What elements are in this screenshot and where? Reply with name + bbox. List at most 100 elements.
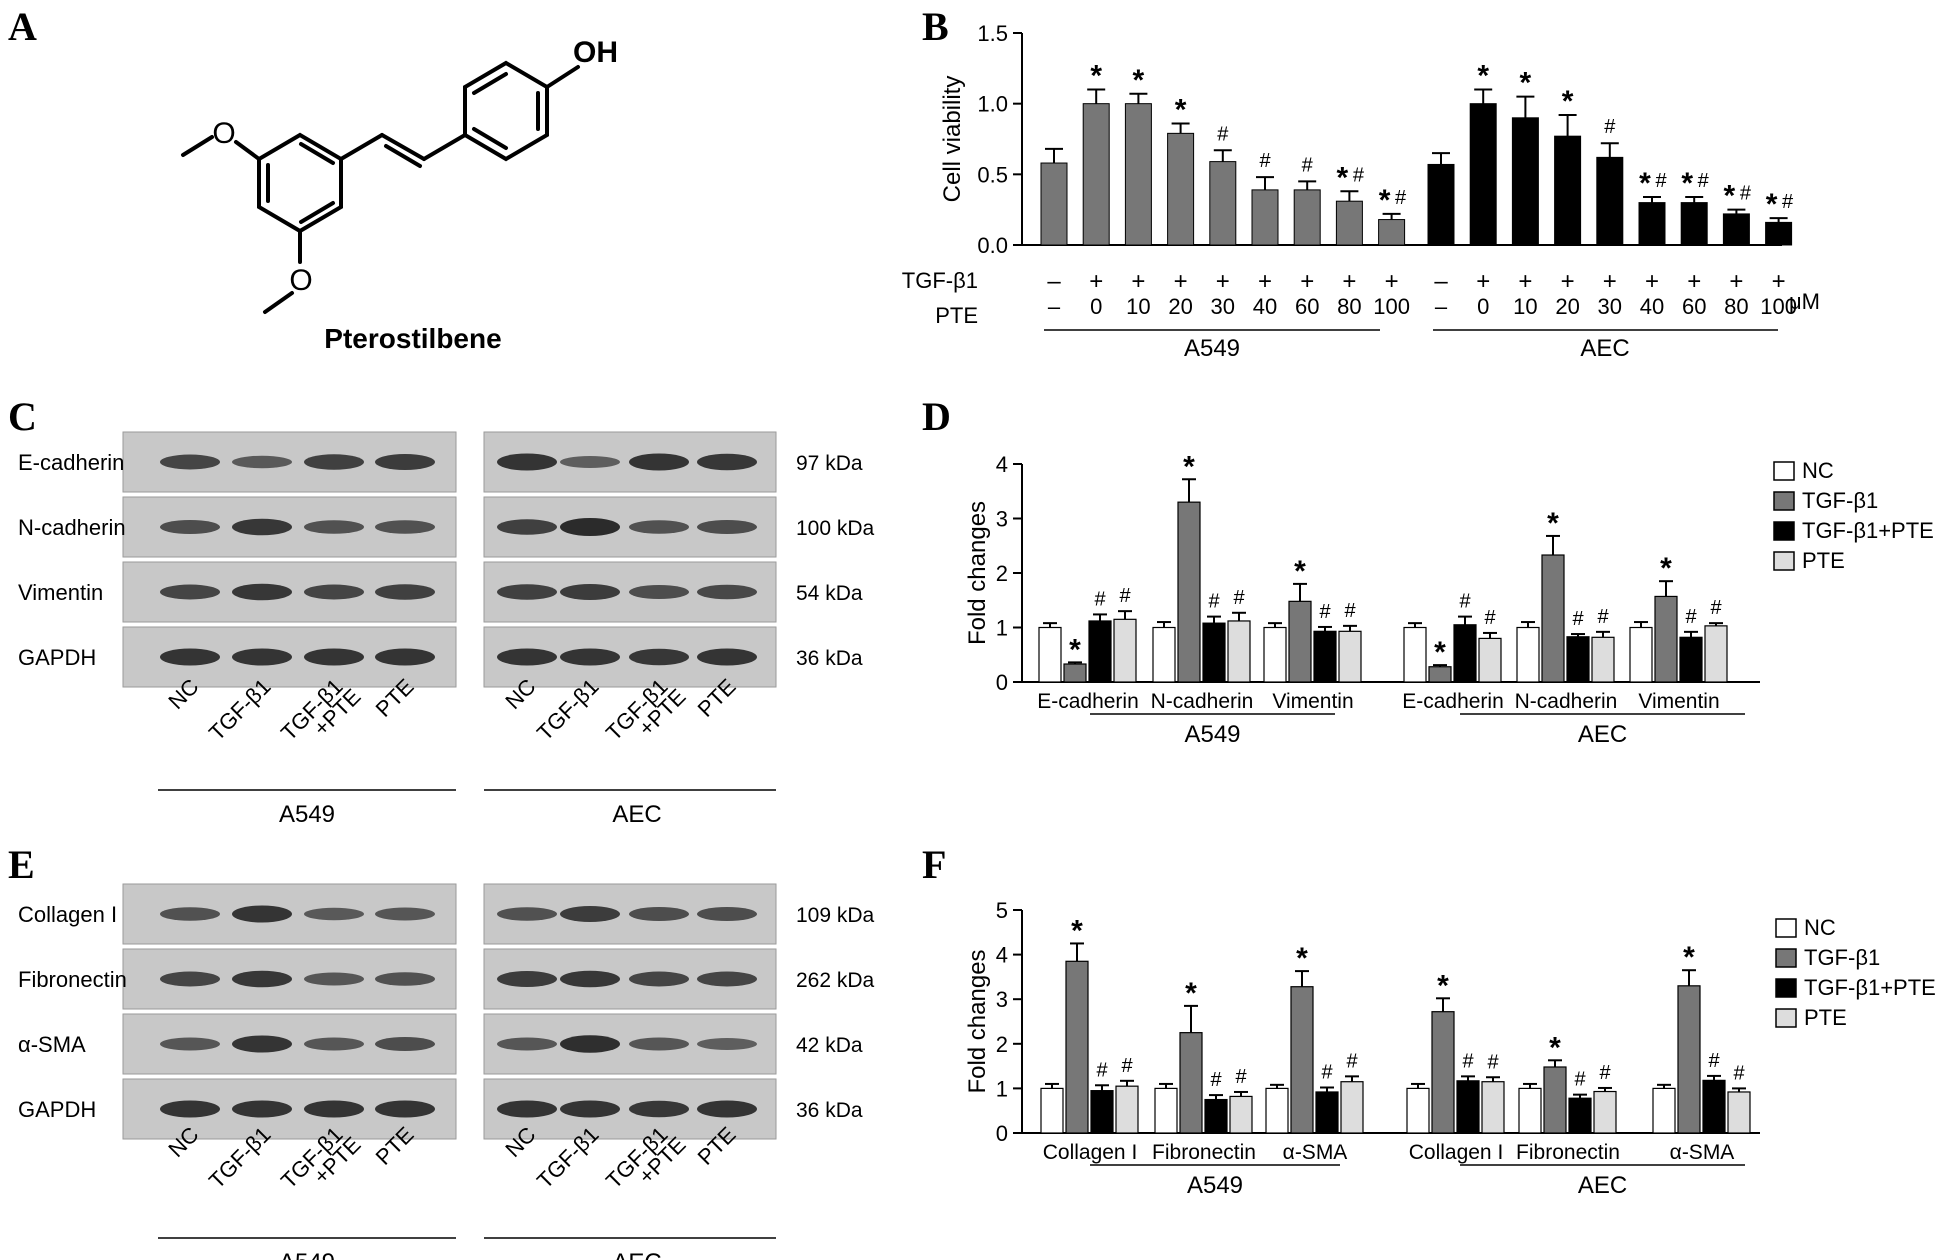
bar (1088, 620, 1112, 683)
bar (1593, 1090, 1617, 1134)
legend-swatch (1773, 521, 1795, 541)
pte-dose: 30 (1598, 294, 1622, 319)
bar (1315, 1091, 1339, 1134)
vinyl-double-bond (384, 144, 422, 168)
significance-marker: # (1599, 1062, 1611, 1084)
significance-marker: # (1121, 1055, 1133, 1077)
significance-marker: # (1233, 587, 1245, 609)
protein-band (375, 907, 435, 921)
significance-marker: # (1259, 150, 1271, 172)
protein-band (304, 907, 364, 921)
pterostilbene-structure (181, 60, 580, 314)
protein-band (697, 1100, 757, 1118)
significance-marker: # (1484, 607, 1496, 629)
protein-band (697, 520, 757, 534)
protein-label: N-cadherin (18, 515, 126, 540)
right-ring-double-bond (472, 72, 508, 95)
legend-label: PTE (1802, 548, 1845, 573)
protein-band (160, 907, 220, 921)
protein-band (629, 907, 689, 921)
tgf-sign: + (1518, 268, 1532, 295)
category-label: Vimentin (1638, 690, 1719, 713)
protein-band (304, 454, 364, 470)
protein-band (375, 584, 435, 600)
protein-label: GAPDH (18, 645, 96, 670)
legend-label: NC (1802, 458, 1834, 483)
bar (1591, 636, 1615, 683)
category-label: α-SMA (1283, 1141, 1348, 1164)
bar (1204, 1098, 1228, 1134)
bar (1251, 189, 1279, 246)
group-label-a549: A549 (1184, 721, 1240, 748)
bar (1427, 163, 1455, 246)
protein-label: α-SMA (18, 1032, 86, 1057)
left-ring-double-bond (299, 201, 335, 224)
bar (1179, 1032, 1203, 1134)
protein-band (232, 905, 292, 923)
group-label-aec: AEC (612, 1249, 661, 1260)
protein-band (160, 1037, 220, 1051)
molecular-weight-label: 100 kDa (796, 517, 875, 540)
right-ring-double-bond (472, 127, 508, 150)
bar (1335, 200, 1363, 246)
tgf-row-label: TGF-β1 (902, 268, 978, 293)
legend-label: TGF-β1+PTE (1802, 518, 1934, 543)
legend-swatch (1775, 948, 1797, 968)
tgf-sign: – (1047, 268, 1061, 295)
significance-marker: # (1655, 170, 1667, 192)
significance-marker: * (1477, 60, 1489, 93)
bar (1177, 501, 1201, 683)
molecular-weight-label: 109 kDa (796, 904, 875, 927)
significance-marker: # (1217, 123, 1229, 145)
panel-label-b: B (922, 4, 949, 49)
molecular-weight-label: 36 kDa (796, 1099, 863, 1122)
hydroxyl-bond (545, 65, 580, 89)
protein-band (560, 584, 620, 600)
panel-e: E Collagen I 109 kDa Fibronectin 262 kDa α-S… (8, 842, 875, 1260)
group-label-aec: AEC (612, 801, 661, 828)
bar (1152, 626, 1176, 683)
protein-label: GAPDH (18, 1097, 96, 1122)
vinyl-bond (422, 133, 467, 161)
group-label-aec: AEC (1580, 335, 1629, 362)
oxygen-label: O (212, 117, 235, 150)
significance-marker: * (1437, 969, 1449, 1002)
protein-label: Collagen I (18, 902, 117, 927)
category-label: Collagen I (1043, 1141, 1138, 1164)
pte-dose: 10 (1513, 294, 1537, 319)
significance-marker: # (1346, 1050, 1358, 1072)
bar (1481, 1081, 1505, 1134)
significance-marker: # (1210, 1069, 1222, 1091)
tgf-sign: – (1434, 268, 1448, 295)
bar (1453, 624, 1477, 683)
pte-dose: 80 (1337, 294, 1361, 319)
significance-marker: * (1681, 167, 1693, 200)
tgf-sign: + (1476, 268, 1490, 295)
significance-marker: * (1183, 450, 1195, 483)
protein-band (497, 1100, 557, 1118)
group-label-a549: A549 (279, 1249, 335, 1260)
protein-band (629, 453, 689, 471)
bar (1082, 103, 1110, 246)
concentration-unit: μM (1789, 289, 1820, 314)
bar (1378, 219, 1406, 246)
significance-marker: # (1604, 116, 1616, 138)
y-tick-label: 3 (996, 987, 1008, 1012)
tgf-sign: + (1131, 268, 1145, 295)
bar (1115, 1085, 1139, 1134)
bar (1293, 189, 1321, 246)
molecular-weight-label: 262 kDa (796, 969, 875, 992)
group-label-a549: A549 (1184, 335, 1240, 362)
y-tick-label: 1.0 (977, 92, 1008, 117)
bar (1765, 221, 1793, 246)
significance-marker: # (1710, 597, 1722, 619)
significance-marker: # (1782, 191, 1794, 213)
oxygen-label: O (289, 264, 312, 297)
protein-band (375, 454, 435, 470)
protein-band (232, 455, 292, 469)
category-label: E-cadherin (1037, 690, 1139, 713)
tgf-sign: + (1216, 268, 1230, 295)
bar (1406, 1087, 1430, 1134)
